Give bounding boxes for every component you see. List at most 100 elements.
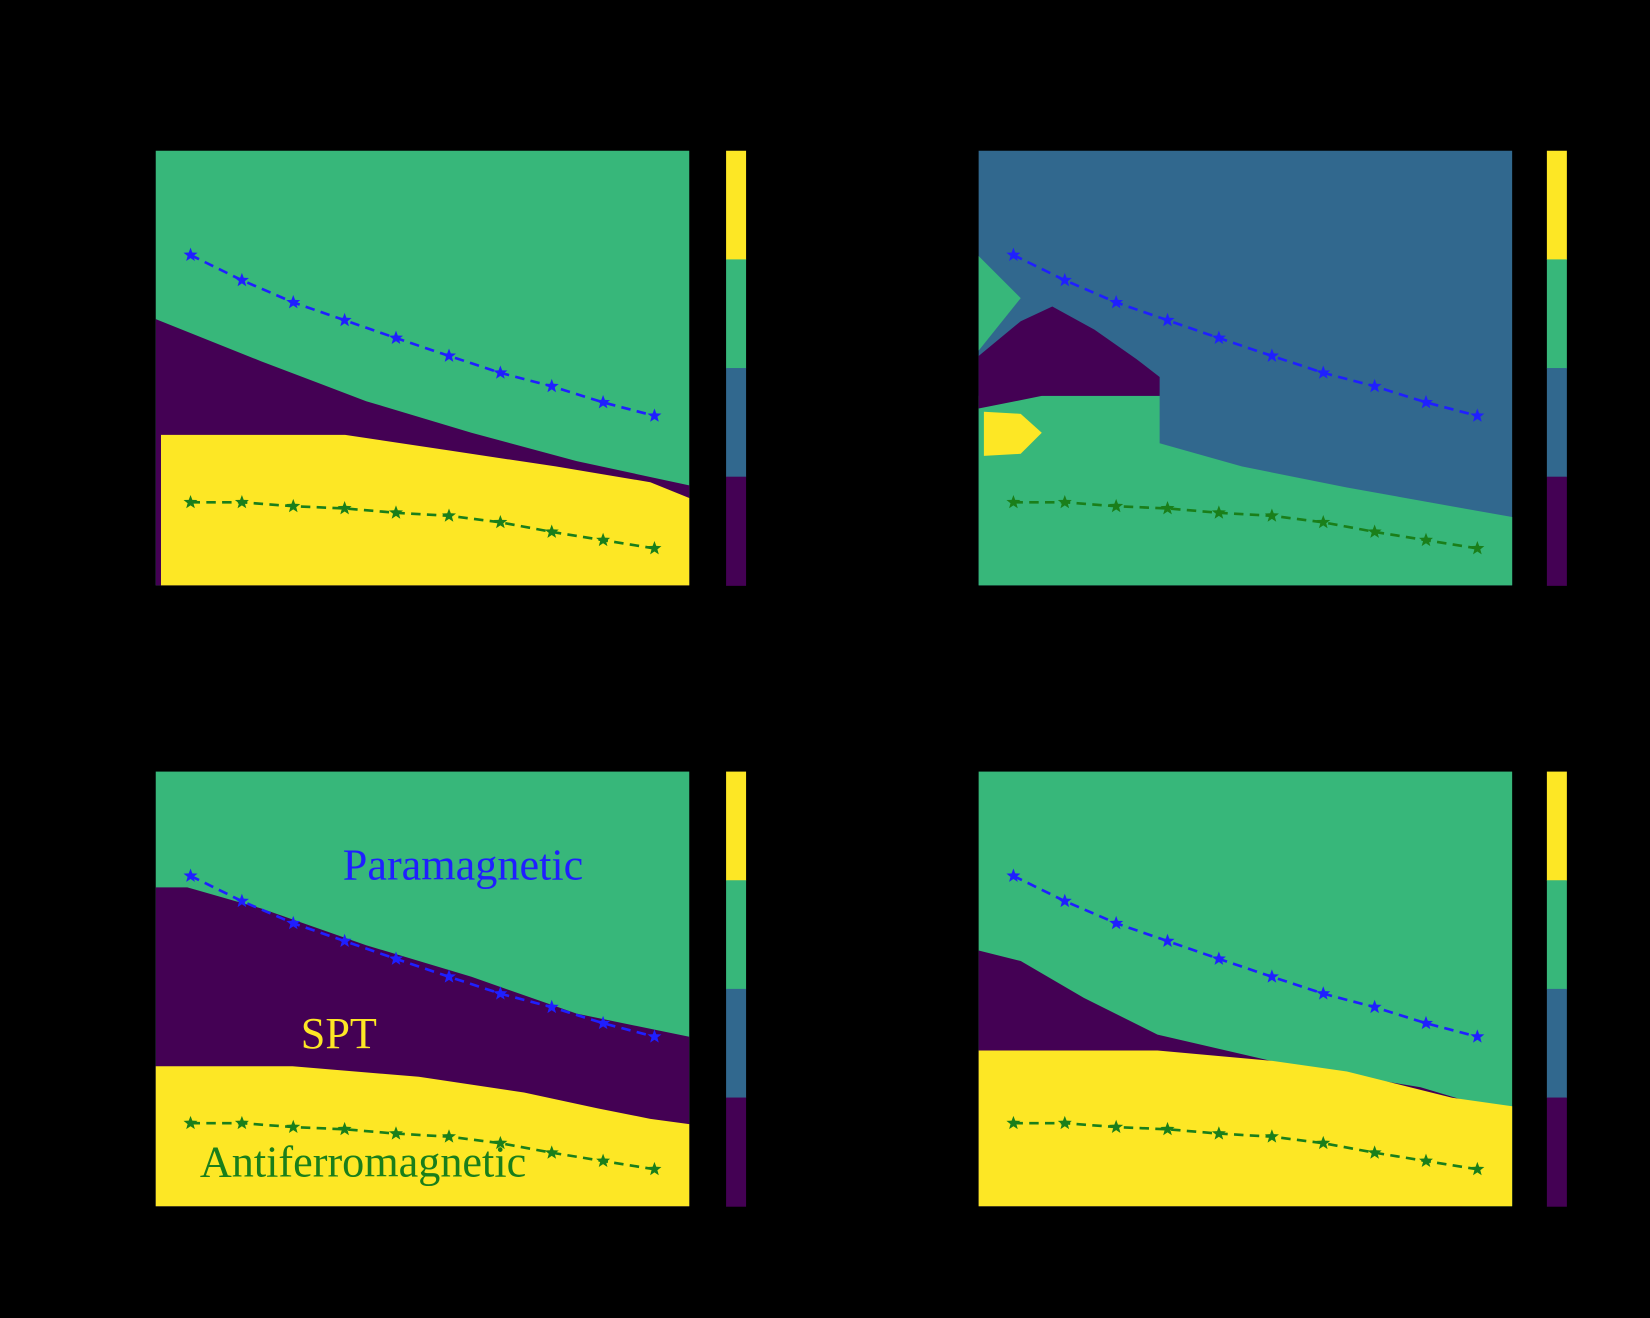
colorbar-segment	[726, 476, 747, 586]
star-marker	[544, 999, 559, 1014]
star-marker	[647, 408, 662, 422]
star-marker	[544, 378, 559, 393]
star-marker	[1470, 1161, 1485, 1176]
star-marker	[442, 969, 457, 983]
star-marker	[493, 986, 508, 1000]
colorbar-segment	[1546, 368, 1567, 478]
phase-region	[978, 395, 1513, 586]
star-marker	[1264, 348, 1279, 362]
panel	[155, 150, 690, 586]
star-marker	[1160, 312, 1175, 327]
star-marker	[1211, 1126, 1226, 1140]
star-marker	[388, 951, 403, 965]
star-marker	[1057, 1115, 1072, 1130]
star-marker	[1057, 494, 1072, 509]
star-marker	[183, 247, 198, 262]
star-marker	[1367, 378, 1382, 393]
phase-region	[155, 1066, 690, 1207]
star-marker	[337, 312, 352, 327]
star-marker	[1418, 395, 1433, 409]
series-line	[1012, 874, 1478, 1038]
colorbar-segment	[726, 368, 747, 478]
colorbar-segment	[1546, 259, 1567, 369]
star-marker	[442, 1129, 457, 1143]
star-marker	[234, 272, 249, 287]
colorbar-segment	[726, 150, 747, 260]
star-marker	[1211, 505, 1226, 519]
star-marker	[337, 1121, 352, 1136]
star-marker	[1160, 501, 1175, 515]
star-marker	[1109, 1119, 1124, 1134]
star-marker	[544, 524, 559, 538]
star-marker	[1264, 1129, 1279, 1143]
star-marker	[1470, 541, 1485, 555]
colorbar-segment	[1546, 476, 1567, 586]
annotation: Antiferromagnetic	[200, 1137, 526, 1186]
star-marker	[1418, 1153, 1433, 1167]
star-marker	[337, 933, 352, 948]
series-line	[189, 874, 655, 1038]
star-marker	[286, 1119, 301, 1134]
star-marker	[1470, 1029, 1485, 1043]
star-marker	[234, 1115, 249, 1130]
star-marker	[388, 1126, 403, 1140]
star-marker	[183, 494, 198, 509]
star-marker	[1316, 986, 1331, 1000]
star-marker	[1211, 951, 1226, 965]
star-marker	[1316, 514, 1331, 529]
star-marker	[647, 541, 662, 555]
star-marker	[544, 1145, 559, 1159]
star-marker	[388, 330, 403, 345]
annotation: SPT	[301, 1009, 377, 1058]
colorbar-segment	[1546, 880, 1567, 990]
annotation: Paramagnetic	[343, 841, 583, 890]
star-marker	[234, 494, 249, 509]
star-marker	[1316, 365, 1331, 379]
star-marker	[1211, 330, 1226, 345]
star-marker	[1006, 247, 1021, 262]
star-marker	[1418, 532, 1433, 547]
star-marker	[493, 365, 508, 379]
star-marker	[1057, 272, 1072, 287]
star-marker	[647, 1029, 662, 1043]
star-marker	[1367, 524, 1382, 538]
star-marker	[596, 532, 611, 547]
star-marker	[647, 1161, 662, 1176]
star-marker	[1160, 933, 1175, 948]
star-marker	[1264, 508, 1279, 522]
star-marker	[286, 295, 301, 309]
star-marker	[1006, 494, 1021, 509]
star-marker	[596, 395, 611, 409]
colorbar-segment	[726, 259, 747, 369]
colorbar-segment	[1546, 988, 1567, 1099]
star-marker	[286, 498, 301, 513]
star-marker	[1367, 1145, 1382, 1159]
colorbar-segment	[726, 1097, 747, 1207]
colorbar-segment	[1546, 771, 1567, 881]
star-marker	[1006, 868, 1021, 882]
star-marker	[183, 1115, 198, 1130]
colorbar-segment	[1546, 1097, 1567, 1207]
star-marker	[1109, 498, 1124, 513]
phase-region	[983, 411, 1042, 456]
panel	[978, 771, 1513, 1207]
star-marker	[596, 1015, 611, 1030]
series-line	[189, 253, 655, 418]
star-marker	[388, 505, 403, 519]
star-marker	[1367, 999, 1382, 1014]
star-marker	[1418, 1015, 1433, 1030]
star-marker	[596, 1153, 611, 1167]
colorbar-segment	[726, 988, 747, 1099]
star-marker	[1057, 893, 1072, 908]
star-marker	[493, 514, 508, 529]
colorbar-segment	[726, 880, 747, 990]
panel: Paramagnetic SPT Antiferromagnetic	[155, 771, 690, 1207]
star-marker	[337, 501, 352, 515]
star-marker	[1264, 969, 1279, 983]
star-marker	[1160, 1121, 1175, 1136]
star-marker	[1006, 1115, 1021, 1130]
star-marker	[1109, 915, 1124, 930]
phase-region	[161, 434, 690, 586]
colorbar-segment	[1546, 150, 1567, 260]
